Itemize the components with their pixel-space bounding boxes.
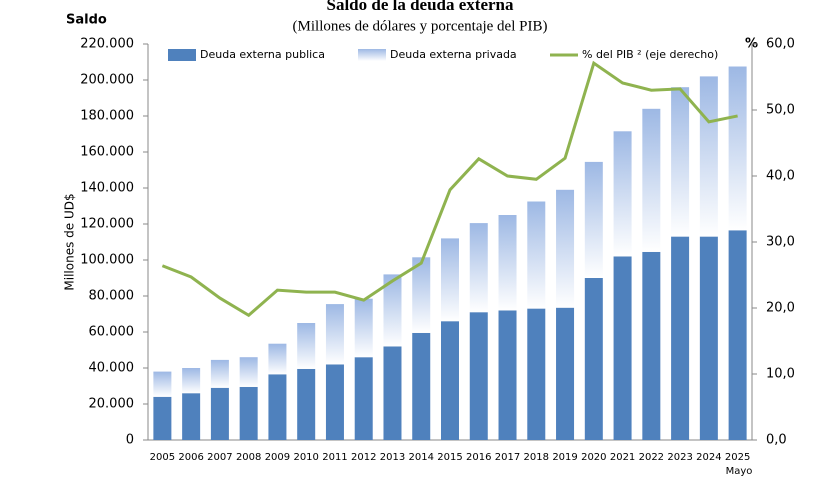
bar: [412, 332, 431, 440]
bar: [642, 251, 661, 440]
bar: [354, 357, 373, 440]
x-tick-label: 2008: [236, 452, 261, 463]
y2-tick-label: 60,0: [766, 37, 795, 52]
y2-tick-label: 20,0: [766, 301, 795, 316]
bar: [613, 256, 632, 440]
bar: [671, 87, 690, 237]
bar: [354, 298, 373, 358]
y2-tick-label: 10,0: [766, 367, 795, 382]
y-tick-label: 40.000: [89, 361, 135, 376]
y-tick-label: 220.000: [80, 37, 134, 52]
y2-tick-label: 0,0: [766, 433, 787, 448]
bar: [469, 312, 488, 440]
x-tick-label: 2018: [524, 452, 549, 463]
bar: [441, 238, 459, 322]
x-tick-label: 2009: [265, 452, 290, 463]
x-tick-label: 2024: [696, 452, 721, 463]
bar: [498, 310, 517, 440]
x-tick-label: 2006: [178, 452, 203, 463]
bar: [325, 364, 344, 440]
bar: [182, 393, 201, 440]
y-tick-label: 20.000: [89, 397, 135, 412]
x-tick-label: 2023: [667, 452, 692, 463]
x-tick-label: 2020: [581, 452, 606, 463]
line: [161, 60, 738, 318]
bar: [584, 161, 603, 278]
bar: [383, 274, 402, 347]
bar: [268, 343, 287, 375]
x-tick-label: 2010: [293, 452, 318, 463]
bar: [498, 215, 517, 311]
y-tick-label: 200.000: [80, 73, 134, 88]
bar: [527, 308, 546, 440]
bar: [556, 189, 575, 308]
y-tick-label: 80.000: [89, 289, 135, 304]
legend-swatch: [168, 49, 196, 61]
x-tick-label: 2021: [610, 452, 635, 463]
bar: [556, 307, 575, 440]
x-tick-label: 2017: [495, 452, 520, 463]
bar: [642, 108, 661, 252]
bar: [153, 371, 172, 397]
y2-tick-label: 40,0: [766, 169, 795, 184]
x-tick-label: 2014: [409, 452, 434, 463]
left-label: Saldo: [66, 13, 107, 28]
y2-tick-label: 50,0: [766, 103, 795, 118]
bar: [182, 368, 201, 394]
y2-tick-label: 30,0: [766, 235, 795, 250]
bar: [584, 278, 603, 440]
bar: [268, 374, 287, 440]
annotation: Mayo: [726, 466, 753, 477]
y-tick-label: 160.000: [80, 145, 134, 160]
bar: [412, 257, 431, 333]
x-tick-label: 2019: [552, 452, 577, 463]
bar: [297, 323, 316, 369]
y-tick-label: 140.000: [80, 181, 134, 196]
bar: [297, 368, 316, 440]
bar: [613, 131, 632, 257]
bar: [210, 359, 229, 388]
chart-subtitle: (Millones de dólares y porcentaje del PI…: [293, 18, 548, 34]
y-tick-label: 60.000: [89, 325, 135, 340]
chart-title: Saldo de la deuda externa: [326, 0, 514, 14]
x-tick-label: 2022: [639, 452, 664, 463]
x-tick-label: 2011: [322, 452, 347, 463]
bar: [239, 386, 258, 440]
bar: [671, 236, 690, 440]
bar: [527, 201, 546, 309]
x-tick-label: 2025: [725, 452, 750, 463]
x-tick-label: 2013: [380, 452, 405, 463]
legend-swatch: [358, 49, 386, 61]
y-tick-label: 0: [126, 433, 134, 448]
legend-label: Deuda externa privada: [390, 48, 517, 61]
y-tick-label: 180.000: [80, 109, 134, 124]
x-tick-label: 2007: [207, 452, 232, 463]
x-tick-label: 2012: [351, 452, 376, 463]
bar: [153, 396, 172, 440]
bar: [383, 346, 402, 440]
y-tick-label: 100.000: [80, 253, 134, 268]
x-tick-label: 2016: [466, 452, 491, 463]
y-axis-label: Millones de UD$: [63, 193, 77, 290]
bar: [210, 387, 229, 440]
x-tick-label: 2005: [150, 452, 175, 463]
bar: [441, 321, 459, 440]
bar: [728, 66, 747, 231]
bar: [325, 304, 344, 365]
bar: [728, 230, 747, 440]
y-tick-label: 120.000: [80, 217, 134, 232]
bar: [699, 236, 718, 440]
legend-label: % del PIB ² (eje derecho): [582, 48, 718, 61]
bar: [469, 223, 488, 313]
bar: [699, 76, 718, 237]
legend-label: Deuda externa publica: [200, 48, 325, 61]
x-tick-label: 2015: [437, 452, 462, 463]
bar: [239, 357, 258, 387]
